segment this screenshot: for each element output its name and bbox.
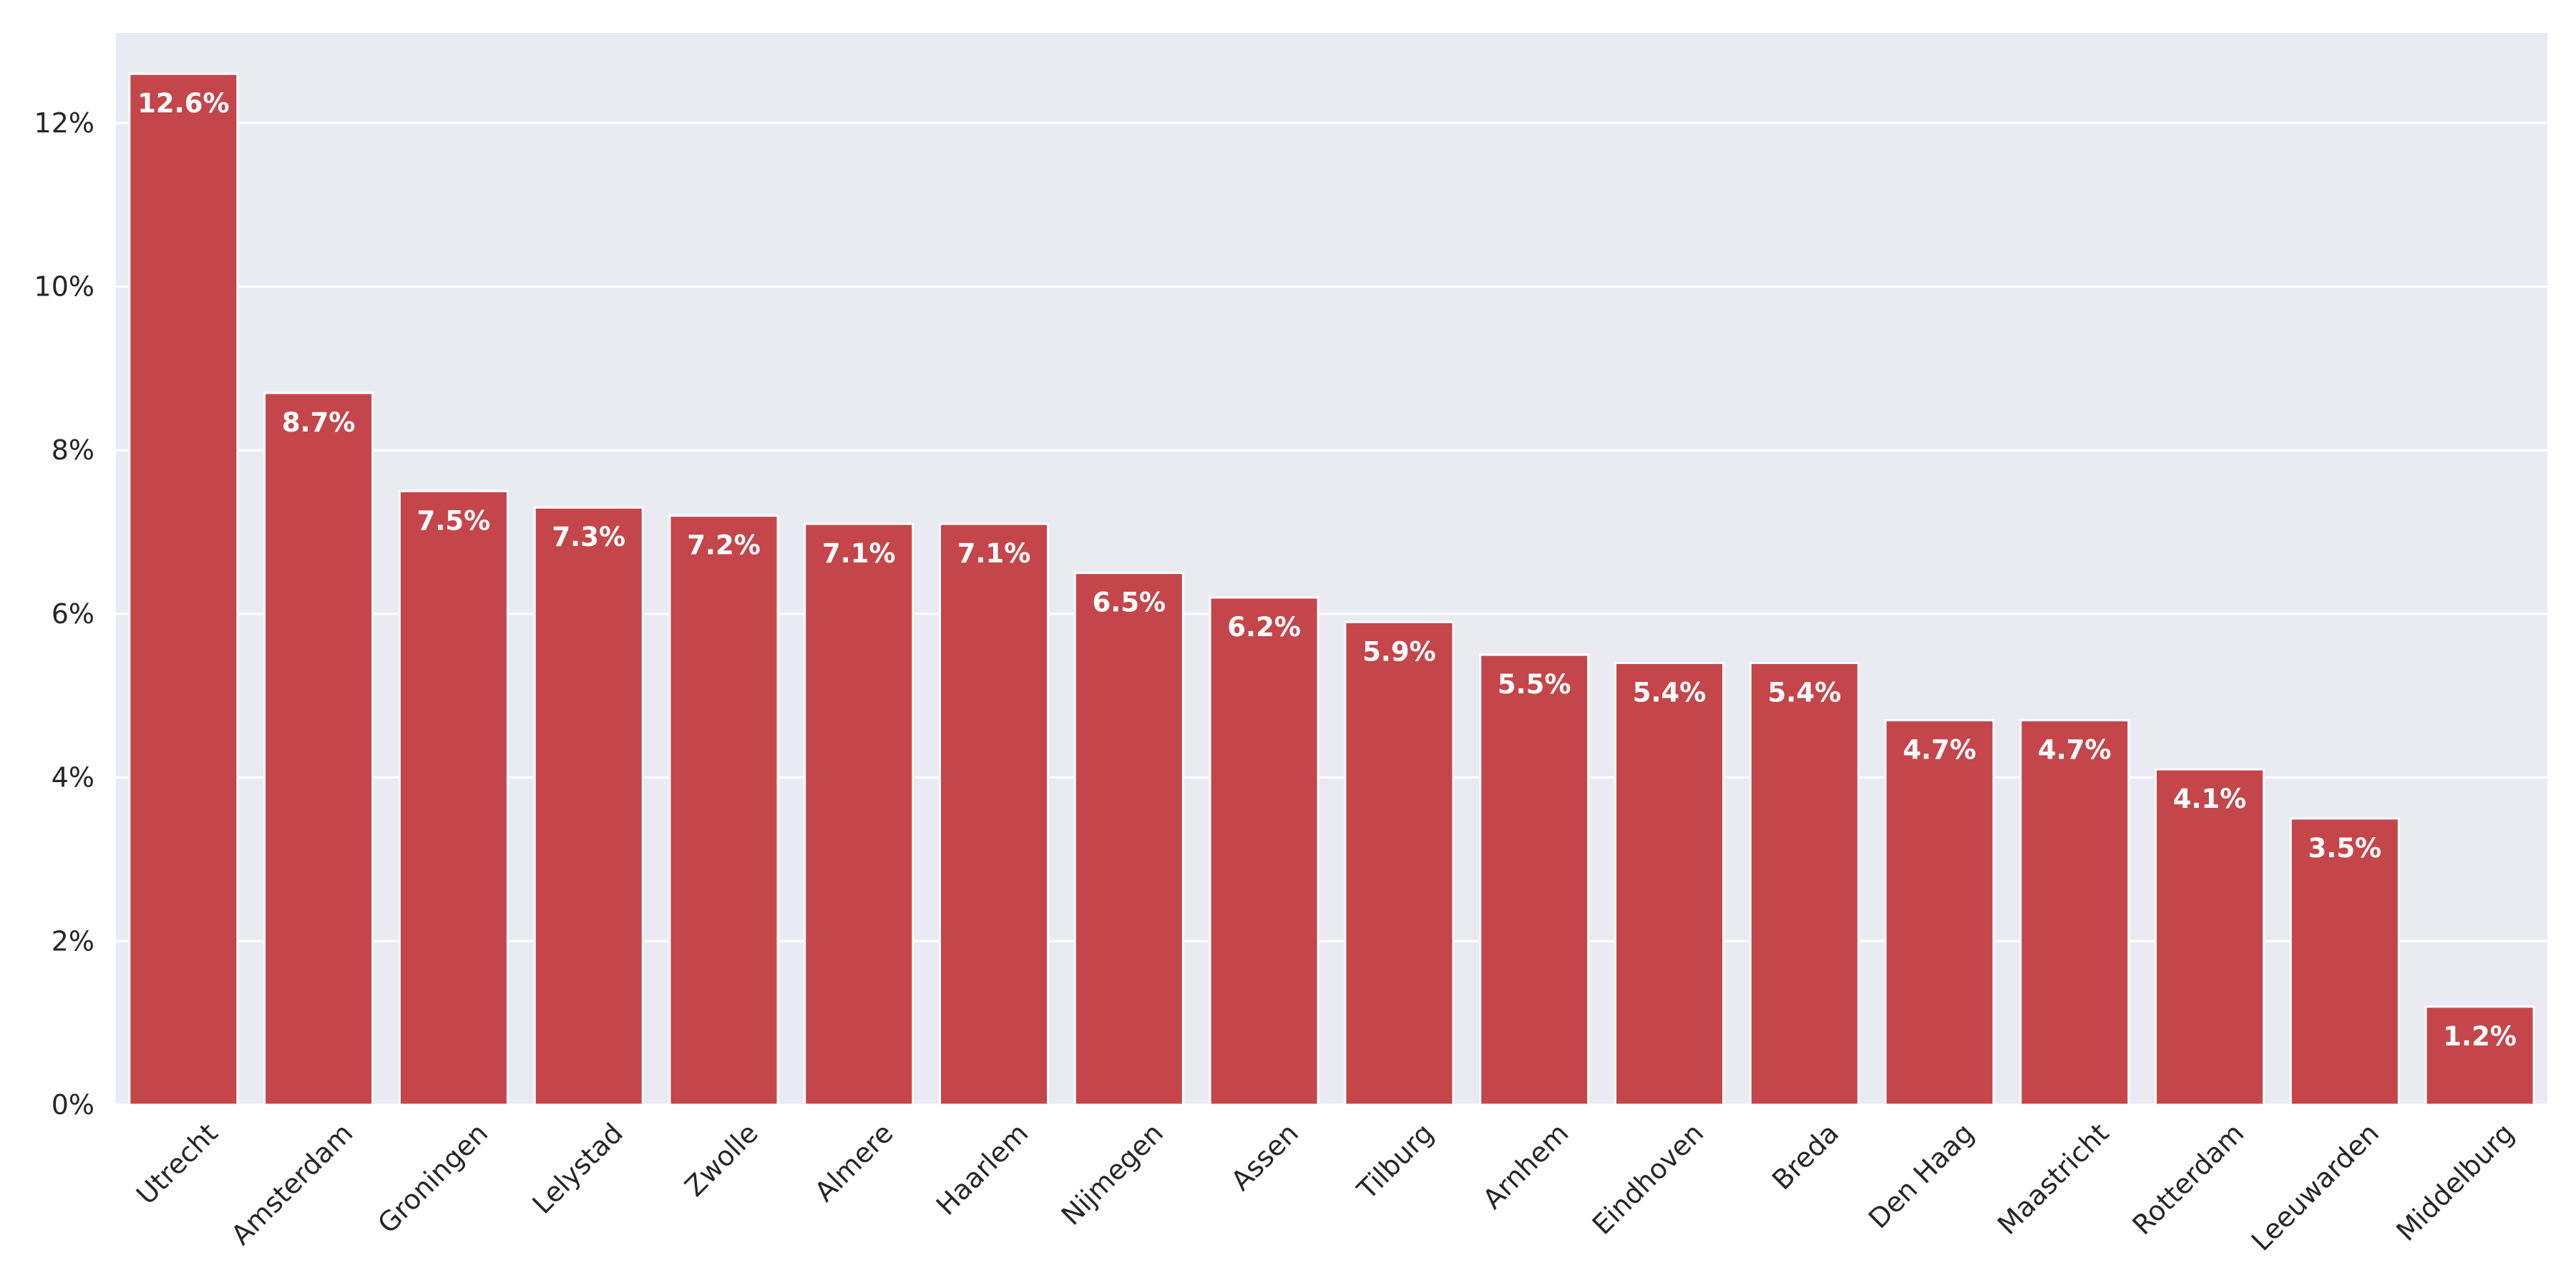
bar-leeuwarden: [2289, 817, 2400, 1106]
bar-den-haag: [1884, 719, 1995, 1106]
data-label: 7.2%: [687, 530, 761, 561]
x-tick-label: Haarlem: [930, 1117, 1034, 1221]
bar-zwolle: [668, 514, 779, 1106]
data-label: 7.3%: [552, 522, 625, 552]
bar-haarlem: [939, 522, 1050, 1106]
gridlines: [116, 122, 2547, 1106]
x-tick-label: Maastricht: [1991, 1117, 2115, 1241]
x-tick-label: Den Haag: [1863, 1117, 1980, 1234]
bar-middelburg: [2424, 1005, 2535, 1106]
bar-utrecht: [128, 72, 239, 1106]
data-label: 8.7%: [282, 407, 356, 438]
data-label: 7.1%: [822, 538, 896, 569]
data-label: 5.4%: [1633, 678, 1707, 708]
y-tick-label: 8%: [52, 434, 94, 466]
y-tick-label: 2%: [52, 925, 94, 957]
data-label: 4.7%: [2038, 735, 2112, 766]
x-tick-label: Nijmegen: [1055, 1117, 1169, 1231]
data-label: 12.6%: [137, 88, 229, 119]
data-label: 4.1%: [2173, 784, 2247, 814]
x-tick-label: Arnhem: [1477, 1117, 1575, 1215]
data-label: 5.4%: [1767, 678, 1841, 708]
y-tick-label: 4%: [52, 762, 94, 794]
bar-rotterdam: [2155, 768, 2265, 1106]
data-label: 6.5%: [1093, 587, 1166, 618]
bars: 12.6% 8.7% 7.5% 7.3% 7.2% 7.1% 7.1% 6.5% 6.2% 5.9…: [128, 72, 2535, 1106]
y-axis-ticks: 0% 2% 4% 6% 8% 10% 12%: [34, 107, 94, 1121]
data-label: 1.2%: [2443, 1021, 2517, 1052]
bar-lelystad: [533, 506, 644, 1106]
bar-tilburg: [1344, 620, 1455, 1106]
x-tick-label: Eindhoven: [1586, 1117, 1710, 1241]
bar-amsterdam: [263, 391, 374, 1106]
data-label: 7.1%: [957, 538, 1031, 569]
y-tick-label: 12%: [34, 107, 94, 139]
x-tick-label: Lelystad: [527, 1117, 630, 1220]
bar-nijmegen: [1073, 572, 1184, 1106]
y-tick-label: 0%: [52, 1089, 94, 1121]
x-tick-label: Utrecht: [130, 1117, 224, 1211]
bar-arnhem: [1479, 653, 1590, 1106]
x-tick-label: Zwolle: [678, 1117, 763, 1202]
x-tick-label: Almere: [809, 1117, 899, 1208]
data-label: 5.5%: [1498, 669, 1571, 700]
x-tick-label: Middelburg: [2390, 1117, 2520, 1247]
data-label: 5.9%: [1362, 636, 1436, 667]
x-axis-ticks: Utrecht Amsterdam Groningen Lelystad Zwolle A…: [130, 1117, 2520, 1257]
data-label: 4.7%: [1903, 735, 1976, 766]
bar-breda: [1749, 662, 1860, 1106]
data-label: 6.2%: [1227, 612, 1301, 643]
x-tick-label: Tilburg: [1351, 1117, 1440, 1206]
plot-area: [116, 33, 2547, 1105]
x-tick-label: Groningen: [371, 1117, 494, 1239]
bar-eindhoven: [1614, 662, 1724, 1106]
x-tick-label: Assen: [1225, 1117, 1304, 1196]
bar-assen: [1209, 596, 1319, 1106]
bar-maastricht: [2019, 719, 2130, 1106]
y-tick-label: 6%: [52, 598, 94, 630]
x-tick-label: Rotterdam: [2127, 1117, 2250, 1241]
x-tick-label: Leeuwarden: [2245, 1117, 2385, 1257]
x-tick-label: Breda: [1766, 1117, 1845, 1196]
x-tick-label: Amsterdam: [225, 1117, 359, 1251]
y-tick-label: 10%: [34, 270, 94, 302]
data-label: 3.5%: [2308, 833, 2382, 864]
data-label: 7.5%: [417, 505, 491, 536]
bar-almere: [804, 522, 914, 1106]
bar-groningen: [398, 489, 509, 1106]
